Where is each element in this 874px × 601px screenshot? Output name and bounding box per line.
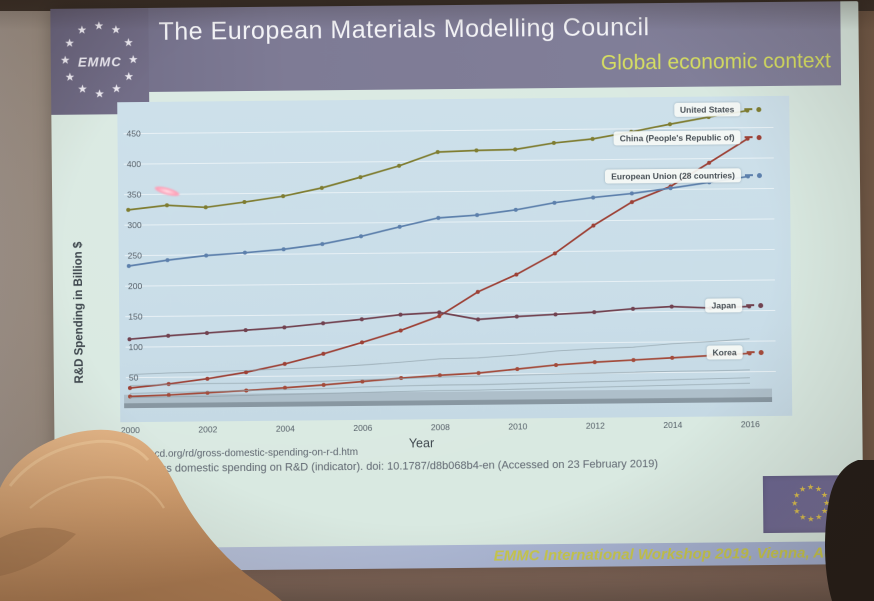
presentation-slide: ★ ★ ★ ★ ★ ★ ★ ★ ★ ★ ★ ★ EMMC The European Materials… bbox=[50, 1, 864, 572]
star-icon: ★ bbox=[791, 498, 799, 508]
emmc-logo-label: EMMC bbox=[77, 54, 122, 70]
chart-svg: 50 100 150 200 250 300 350 400 450 bbox=[123, 108, 776, 409]
star-icon: ★ bbox=[798, 484, 807, 494]
slide-subtitle: Global economic context bbox=[600, 49, 831, 75]
svg-text:200: 200 bbox=[128, 281, 143, 291]
svg-text:50: 50 bbox=[129, 373, 139, 383]
emmc-logo: ★ ★ ★ ★ ★ ★ ★ ★ ★ ★ ★ ★ EMMC bbox=[50, 7, 150, 115]
x-tick-label: 2008 bbox=[430, 422, 450, 433]
star-icon: ★ bbox=[123, 36, 134, 49]
x-tick-label: 2012 bbox=[585, 420, 605, 431]
audience-hair bbox=[0, 429, 282, 601]
star-icon: ★ bbox=[64, 71, 75, 84]
footer-text: EMMC International Workshop 2019, Vienna… bbox=[493, 544, 842, 565]
star-icon: ★ bbox=[94, 87, 105, 100]
x-tick-label: 2010 bbox=[508, 421, 528, 432]
star-icon: ★ bbox=[93, 19, 104, 32]
svg-text:150: 150 bbox=[128, 312, 143, 322]
svg-text:250: 250 bbox=[128, 251, 143, 261]
svg-text:350: 350 bbox=[127, 190, 142, 200]
x-tick-label: 2014 bbox=[663, 419, 683, 431]
x-tick-label: 2006 bbox=[353, 422, 373, 434]
svg-text:100: 100 bbox=[129, 342, 144, 352]
star-icon: ★ bbox=[76, 24, 87, 37]
star-icon: ★ bbox=[793, 506, 801, 516]
star-icon: ★ bbox=[110, 24, 121, 37]
rd-spending-chart: 50 100 150 200 250 300 350 400 450 R&D Spending … bbox=[73, 95, 793, 450]
star-icon: ★ bbox=[64, 37, 75, 50]
audience-head-silhouette bbox=[825, 460, 874, 601]
y-axis-title: R&D Spending in Billion $ bbox=[72, 241, 86, 384]
star-icon: ★ bbox=[111, 83, 122, 96]
svg-text:450: 450 bbox=[126, 129, 141, 139]
svg-text:300: 300 bbox=[127, 220, 142, 230]
star-icon: ★ bbox=[123, 70, 134, 83]
star-icon: ★ bbox=[77, 83, 88, 96]
svg-text:400: 400 bbox=[127, 159, 142, 169]
x-tick-label: 2016 bbox=[740, 419, 760, 430]
